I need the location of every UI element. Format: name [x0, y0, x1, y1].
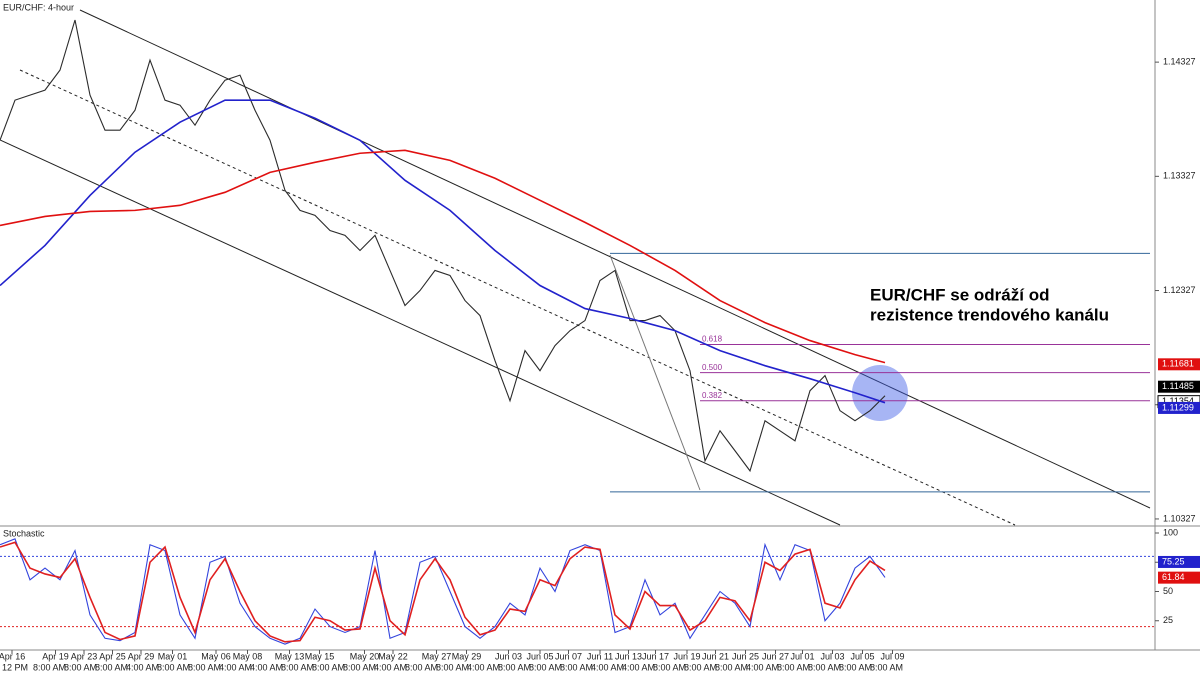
- x-tick-label: Jul 05: [850, 651, 874, 661]
- series-line: [0, 99, 886, 404]
- chart-title: EUR/CHF: 4-hour: [3, 2, 74, 12]
- x-tick-label: Jun 27: [762, 651, 789, 661]
- time-label: 8:00 AM: [498, 662, 531, 672]
- x-tick-label: May 20: [350, 651, 380, 661]
- x-tick-label: Jun 07: [555, 651, 582, 661]
- time-label: 12 PM: [2, 662, 28, 672]
- time-label: 8:00 AM: [188, 662, 221, 672]
- time-label: 8:00 AM: [808, 662, 841, 672]
- time-label: 8:00 AM: [870, 662, 903, 672]
- x-tick-label: May 08: [233, 651, 263, 661]
- value-label-box: [1158, 571, 1200, 584]
- x-tick-label: Jun 03: [495, 651, 522, 661]
- time-label: 8:00 AM: [312, 662, 345, 672]
- x-tick-label: Jun 05: [526, 651, 553, 661]
- annotation: rezistence trendového kanálu: [870, 305, 1109, 324]
- annotation: EUR/CHF se odráží od: [870, 285, 1049, 304]
- value-label: 61.84: [1162, 572, 1185, 582]
- series-line: [0, 149, 886, 364]
- x-tick-label: Apr 23: [71, 651, 98, 661]
- time-label: 4:00 AM: [250, 662, 283, 672]
- x-tick-label: May 22: [378, 651, 408, 661]
- x-tick-label: Jun 13: [615, 651, 642, 661]
- series-line: [0, 541, 886, 643]
- time-label: 4:00 AM: [467, 662, 500, 672]
- time-label: 8:00 AM: [560, 662, 593, 672]
- y-tick-label: 25: [1163, 615, 1173, 625]
- time-label: 8:00 AM: [281, 662, 314, 672]
- time-label: 8:00 AM: [684, 662, 717, 672]
- value-label-box: [1158, 380, 1200, 393]
- y-tick-label: 1.12327: [1163, 285, 1196, 295]
- x-tick-label: May 15: [305, 651, 335, 661]
- series-line: [0, 538, 886, 645]
- time-label: 4:00 AM: [126, 662, 159, 672]
- value-label-box: [1158, 401, 1200, 414]
- y-tick-label: 1.14327: [1163, 57, 1196, 67]
- time-label: 4:00 AM: [591, 662, 624, 672]
- time-label: 8:00 AM: [715, 662, 748, 672]
- indicator-title: Stochastic: [3, 528, 45, 538]
- x-tick-label: Jun 11: [587, 651, 613, 661]
- fib-label: 0.618: [702, 335, 723, 344]
- x-tick-label: May 01: [158, 651, 188, 661]
- x-tick-label: Jul 09: [880, 651, 904, 661]
- channel: [0, 9, 1151, 526]
- y-tick-label: 50: [1163, 586, 1173, 596]
- x-tick-label: Jun 17: [642, 651, 669, 661]
- value-label: 1.11681: [1162, 359, 1194, 369]
- x-tick-label: Jun 19: [673, 651, 700, 661]
- time-label: 8:00 AM: [95, 662, 128, 672]
- value-label-box: [1158, 555, 1200, 568]
- value-label: 75.25: [1162, 556, 1185, 566]
- x-tick-label: Apr 29: [128, 651, 155, 661]
- series-line: [0, 19, 886, 473]
- value-label: 1.11299: [1162, 402, 1194, 412]
- value-label: 1.11354: [1162, 396, 1194, 406]
- x-tick-label: Apr 16: [0, 651, 25, 661]
- time-label: 8:00 AM: [405, 662, 438, 672]
- time-label: 8:00 AM: [64, 662, 97, 672]
- fib-swing: [609, 254, 701, 491]
- time-label: 8:00 AM: [436, 662, 469, 672]
- x-tick-label: Jun 25: [732, 651, 759, 661]
- value-label-box: [1158, 358, 1200, 371]
- time-label: 4:00 AM: [746, 662, 779, 672]
- y-tick-label: 100: [1163, 527, 1178, 537]
- fib-label: 0.382: [702, 391, 723, 400]
- channel-middle: [19, 69, 1016, 526]
- y-tick-label: 1.10327: [1163, 513, 1196, 523]
- time-label: 4:00 AM: [622, 662, 655, 672]
- fib-label: 0.500: [702, 363, 723, 372]
- x-tick-label: Jul 03: [820, 651, 844, 661]
- y-tick-label: 1.13327: [1163, 171, 1196, 181]
- time-label: 8:00 AM: [343, 662, 376, 672]
- x-tick-label: May 13: [275, 651, 305, 661]
- channel-upper: [79, 9, 1151, 509]
- time-label: 4:00 AM: [219, 662, 252, 672]
- time-label: 8:00 AM: [839, 662, 872, 672]
- time-label: 4:00 AM: [374, 662, 407, 672]
- x-tick-label: Apr 19: [42, 651, 69, 661]
- time-label: 8:00 AM: [529, 662, 562, 672]
- x-tick-label: May 27: [422, 651, 452, 661]
- time-label: 8:00 AM: [33, 662, 66, 672]
- x-tick-label: Apr 25: [99, 651, 126, 661]
- x-tick-label: Jul 01: [790, 651, 814, 661]
- value-label: 1.11485: [1162, 381, 1194, 391]
- channel-lower: [0, 139, 841, 526]
- time-label: 8:00 AM: [777, 662, 810, 672]
- highlight-circle: [852, 365, 908, 421]
- x-tick-label: May 29: [452, 651, 482, 661]
- time-label: 8:00 AM: [653, 662, 686, 672]
- time-label: 8:00 AM: [157, 662, 190, 672]
- x-tick-label: May 06: [201, 651, 231, 661]
- x-tick-label: Jun 21: [702, 651, 729, 661]
